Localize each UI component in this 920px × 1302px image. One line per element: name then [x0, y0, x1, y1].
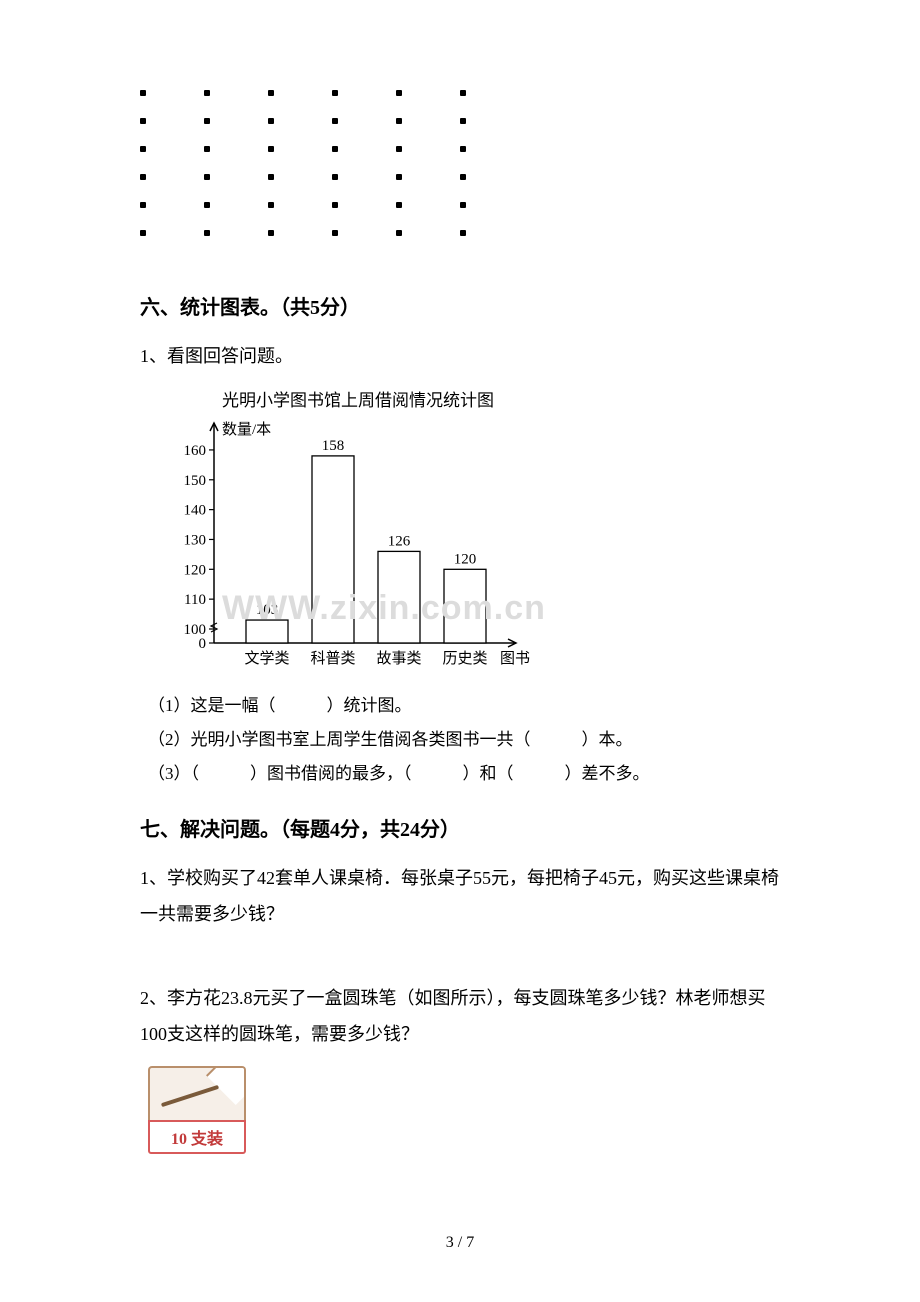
svg-text:科普类: 科普类 [310, 650, 355, 667]
svg-text:0: 0 [199, 636, 207, 652]
pen-box-image: 10 支装 [148, 1066, 246, 1154]
svg-text:110: 110 [184, 592, 206, 608]
q6-1-sub2: （2）光明小学图书室上周学生借阅各类图书一共（ ）本。 [148, 723, 780, 757]
svg-text:文学类: 文学类 [244, 650, 289, 667]
q7-1: 1、学校购买了42套单人课桌椅．每张桌子55元，每把椅子45元，购买这些课桌椅一… [140, 860, 780, 932]
svg-text:103: 103 [256, 602, 279, 618]
svg-text:历史类: 历史类 [442, 650, 487, 667]
svg-text:140: 140 [184, 503, 207, 519]
chart-title: 光明小学图书馆上周借阅情况统计图 [222, 386, 780, 411]
svg-text:图书: 图书 [500, 650, 530, 667]
svg-text:158: 158 [322, 438, 345, 454]
chart-container: 光明小学图书馆上周借阅情况统计图 0100 110 120 130 140 150 160 数… [168, 386, 780, 677]
q6-1-sub1: （1）这是一幅（ ）统计图。 [148, 689, 780, 723]
svg-text:130: 130 [184, 532, 207, 548]
q6-1-sub3: （3）（ ）图书借阅的最多，（ ）和（ ）差不多。 [148, 757, 780, 791]
svg-text:120: 120 [454, 551, 477, 567]
dot-grid [140, 90, 780, 236]
q6-1-prompt: 1、看图回答问题。 [140, 338, 780, 374]
bar-chart: 0100 110 120 130 140 150 160 数量/本 103 文学类 158 科普类 12… [168, 417, 548, 677]
svg-text:160: 160 [184, 443, 207, 459]
svg-text:120: 120 [184, 562, 207, 578]
section-6-title: 六、统计图表。（共5分） [140, 291, 780, 320]
svg-text:150: 150 [184, 473, 207, 489]
svg-text:126: 126 [388, 533, 411, 549]
svg-text:故事类: 故事类 [376, 650, 421, 667]
pen-box-top [148, 1066, 246, 1120]
page-footer: 3 / 7 [140, 1234, 780, 1252]
section-7-title: 七、解决问题。（每题4分，共24分） [140, 813, 780, 842]
svg-text:数量/本: 数量/本 [222, 421, 271, 438]
svg-text:100: 100 [184, 622, 207, 638]
pen-box-label: 10 支装 [148, 1120, 246, 1154]
q7-2: 2、李方花23.8元买了一盒圆珠笔（如图所示），每支圆珠笔多少钱？林老师想买10… [140, 980, 780, 1052]
